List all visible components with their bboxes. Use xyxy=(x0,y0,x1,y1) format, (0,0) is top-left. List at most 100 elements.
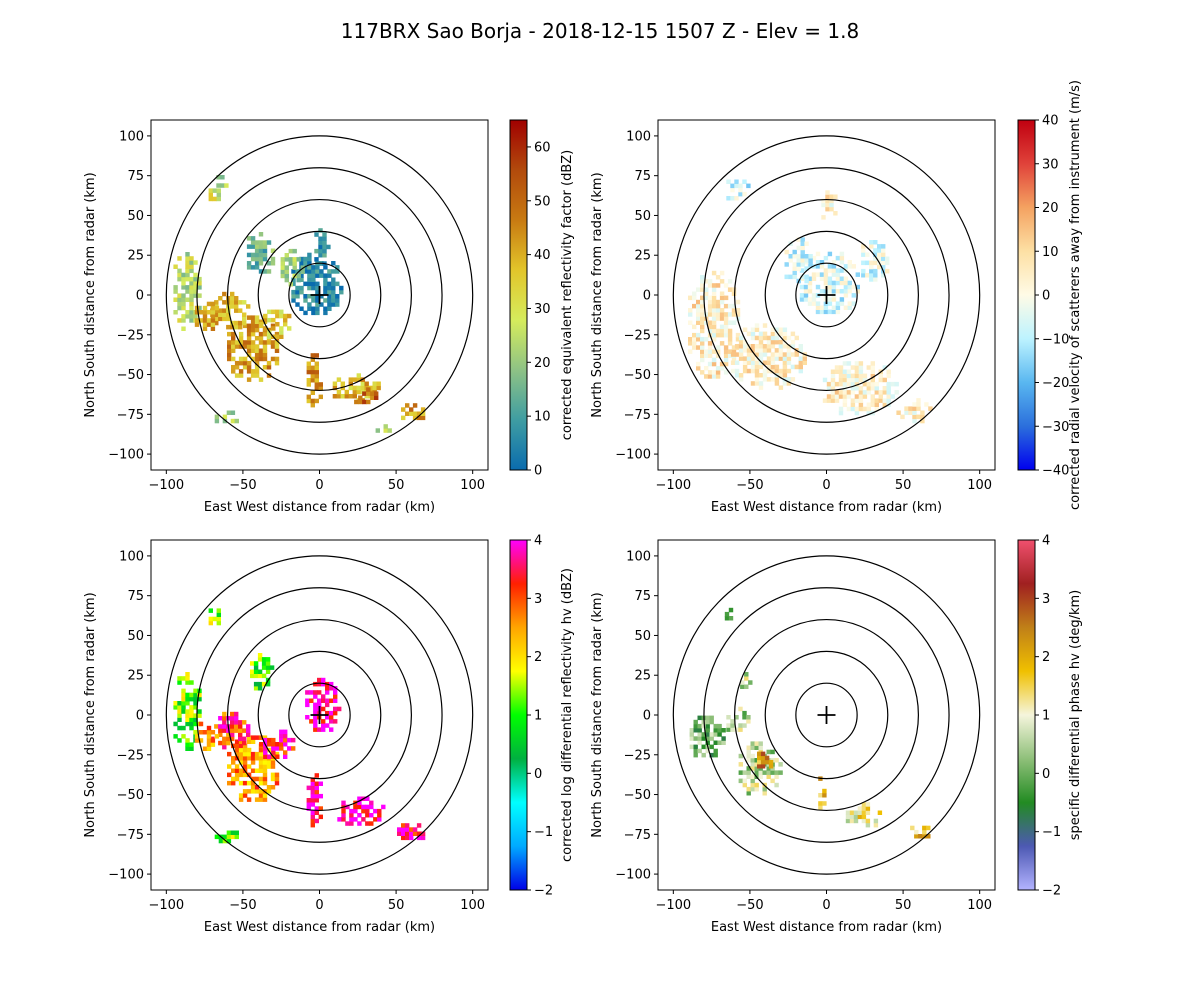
echo-cell xyxy=(370,395,375,400)
echo-cell xyxy=(246,728,251,733)
echo-cell xyxy=(420,415,426,421)
echo-cell xyxy=(890,394,895,399)
echo-cell xyxy=(704,320,709,325)
echo-cell xyxy=(317,677,322,683)
echo-region-2 xyxy=(227,315,280,382)
echo-cell xyxy=(258,256,264,262)
echo-cell xyxy=(307,265,312,270)
echo-cell xyxy=(857,810,863,815)
echo-cell xyxy=(850,402,856,407)
echo-cell xyxy=(886,369,891,374)
echo-cell xyxy=(830,398,836,403)
echo-cell xyxy=(782,364,788,370)
echo-cell xyxy=(723,295,729,301)
echo-cell xyxy=(843,289,849,294)
echo-cell xyxy=(227,780,232,786)
echo-cell xyxy=(181,314,186,319)
echo-cell xyxy=(696,366,701,371)
echo-cell xyxy=(700,287,705,292)
echo-cell xyxy=(323,265,328,270)
echo-cell xyxy=(846,394,852,399)
echo-cell xyxy=(774,782,779,788)
echo-cell xyxy=(798,356,803,361)
echo-region-12 xyxy=(216,175,229,188)
echo-cell xyxy=(815,309,821,315)
echo-cell xyxy=(227,352,232,358)
echo-cell xyxy=(287,737,292,743)
echo-cell xyxy=(697,736,702,741)
echo-cell xyxy=(230,296,235,301)
range-ring-40km xyxy=(764,650,889,780)
echo-cell xyxy=(262,776,268,782)
echo-cell xyxy=(754,368,760,374)
echo-cell xyxy=(711,370,717,375)
echo-cell xyxy=(197,293,202,298)
echo-cell xyxy=(271,309,276,315)
y-axis-label: North South distance from radar (km) xyxy=(590,592,605,837)
echo-cell xyxy=(189,721,194,727)
echo-cell xyxy=(362,399,367,405)
echo-cell xyxy=(226,316,231,322)
y-tick-label: −50 xyxy=(117,368,144,383)
echo-cell xyxy=(177,725,182,731)
echo-cell xyxy=(861,244,866,249)
echo-cell xyxy=(778,344,784,349)
echo-cell xyxy=(206,742,212,747)
echo-cell xyxy=(854,410,860,416)
echo-cell xyxy=(238,736,243,742)
y-tick-label: 0 xyxy=(643,709,651,724)
echo-cell xyxy=(345,821,350,826)
echo-cell xyxy=(855,284,860,290)
echo-cell xyxy=(193,272,198,278)
echo-cell xyxy=(730,352,736,357)
echo-cell xyxy=(189,717,194,722)
y-tick-label: −100 xyxy=(108,868,144,883)
echo-cell xyxy=(181,705,186,710)
echo-cell xyxy=(881,248,886,253)
echo-cell xyxy=(227,356,232,362)
echo-cell xyxy=(258,760,264,765)
range-ring-100km xyxy=(165,135,474,455)
echo-cell xyxy=(306,365,311,371)
x-tick-label: 50 xyxy=(895,478,912,493)
echo-cell xyxy=(851,293,856,298)
echo-cell xyxy=(210,310,216,315)
echo-cell xyxy=(754,786,759,792)
echo-cell xyxy=(730,723,735,728)
echo-cell xyxy=(758,364,764,370)
echo-cell xyxy=(258,356,264,362)
echo-cell xyxy=(890,381,895,387)
echo-cell xyxy=(306,361,311,366)
echo-cell xyxy=(838,377,844,383)
echo-cell xyxy=(250,331,256,337)
echo-cell xyxy=(830,369,836,374)
echo-cell xyxy=(357,813,362,818)
echo-cell xyxy=(709,752,714,758)
echo-cell xyxy=(226,732,231,737)
echo-cell xyxy=(177,705,182,710)
echo-cell xyxy=(369,821,374,826)
echo-cell xyxy=(322,232,327,237)
echo-cell xyxy=(742,723,747,728)
echo-cell xyxy=(365,808,370,814)
echo-cell xyxy=(861,814,867,820)
echo-cell xyxy=(786,368,792,374)
echo-cell xyxy=(321,681,326,687)
echo-cell xyxy=(292,257,297,262)
colorbar-gradient xyxy=(509,119,528,471)
echo-cell xyxy=(845,818,851,824)
echo-cell xyxy=(700,357,705,363)
echo-cell xyxy=(842,377,848,383)
echo-cell xyxy=(770,335,776,341)
echo-cell xyxy=(790,364,796,370)
echo-cell xyxy=(212,196,217,202)
range-ring-20km xyxy=(795,262,858,328)
echo-cell xyxy=(825,194,830,199)
echo-cell xyxy=(754,373,760,378)
echo-cell xyxy=(842,373,848,379)
echo-cell xyxy=(822,398,828,403)
echo-cell xyxy=(189,276,194,282)
echo-cell xyxy=(829,194,834,199)
echo-cell xyxy=(234,716,239,721)
